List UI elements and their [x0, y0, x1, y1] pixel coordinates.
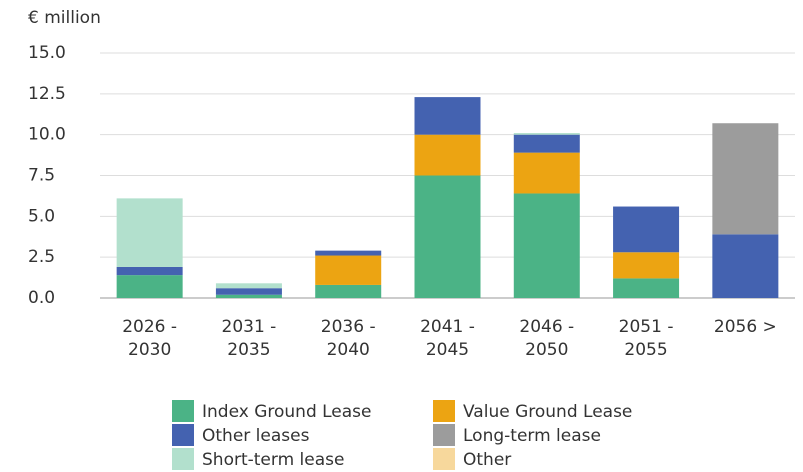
- y-tick-label: 12.5: [28, 84, 66, 104]
- x-tick-label: 2041 - 2045: [420, 317, 475, 360]
- bar-segment: [712, 234, 779, 298]
- bar-segment: [513, 133, 580, 135]
- legend-swatch: [172, 424, 194, 446]
- bar-segment: [613, 278, 680, 298]
- y-tick-label: 7.5: [28, 166, 55, 186]
- legend-label: Short-term lease: [202, 450, 344, 470]
- bar-segment: [215, 294, 282, 298]
- bar-segment: [215, 288, 282, 295]
- legend-swatch: [172, 448, 194, 470]
- bar-segment: [414, 97, 481, 135]
- x-tick-label: 2031 - 2035: [221, 317, 277, 360]
- y-tick-label: 10.0: [28, 125, 66, 145]
- bar-segment: [613, 252, 680, 279]
- bar-segment: [116, 266, 183, 276]
- bar-segment: [116, 198, 183, 267]
- x-tick-label: 2056 >: [713, 317, 777, 337]
- legend-swatch: [172, 400, 194, 422]
- bar-segment: [116, 275, 183, 298]
- x-tick-label: 2046 - 2050: [519, 317, 575, 360]
- y-tick-label: 2.5: [28, 247, 55, 267]
- bar-segment: [513, 134, 580, 153]
- y-tick-label: 5.0: [28, 206, 55, 226]
- bar-segment: [613, 206, 680, 253]
- bar-segment: [414, 134, 481, 176]
- x-tick-label: 2036 - 2040: [320, 317, 376, 360]
- legend-label: Other: [463, 450, 511, 470]
- y-axis-label: € million: [28, 8, 101, 28]
- bar-segment: [513, 193, 580, 298]
- legend-swatch: [433, 448, 455, 470]
- x-tick-label: 2051 - 2055: [618, 317, 674, 360]
- bar-segment: [215, 283, 282, 289]
- legend-label: Value Ground Lease: [463, 402, 632, 422]
- legend-label: Index Ground Lease: [202, 402, 372, 422]
- y-tick-label: 0.0: [28, 288, 55, 308]
- y-tick-label: 15.0: [28, 43, 66, 63]
- bar-segment: [315, 284, 382, 298]
- legend-swatch: [433, 400, 455, 422]
- bar-segment: [315, 255, 382, 285]
- bar-segment: [513, 152, 580, 194]
- x-tick-label: 2026 - 2030: [122, 317, 178, 360]
- legend-swatch: [433, 424, 455, 446]
- bar-segment: [315, 250, 382, 256]
- legend-label: Long-term lease: [463, 426, 601, 446]
- bar-segment: [712, 123, 779, 235]
- legend-label: Other leases: [202, 426, 310, 446]
- bar-segment: [414, 175, 481, 298]
